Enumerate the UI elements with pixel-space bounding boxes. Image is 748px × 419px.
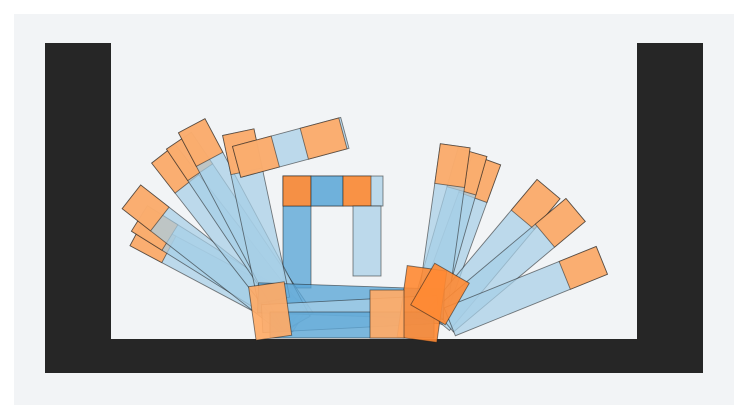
creature-base: [248, 262, 470, 343]
base-tip-left: [248, 281, 293, 341]
floor: [45, 339, 703, 373]
right-wall: [637, 43, 703, 373]
base-tip-mid: [369, 289, 405, 339]
base-tip-right-2: [410, 262, 470, 326]
left-wall: [45, 43, 111, 373]
centered-square-frame: [282, 175, 384, 289]
soft-creature: [121, 116, 609, 343]
frame-tip-mid: [310, 175, 344, 207]
frame-tip-left: [282, 175, 312, 207]
frame-right-bar: [352, 205, 382, 277]
arm-top-bend: [231, 116, 350, 178]
arm-right-6: [443, 245, 609, 337]
container: [45, 43, 703, 373]
frame-tip-right: [342, 175, 372, 207]
